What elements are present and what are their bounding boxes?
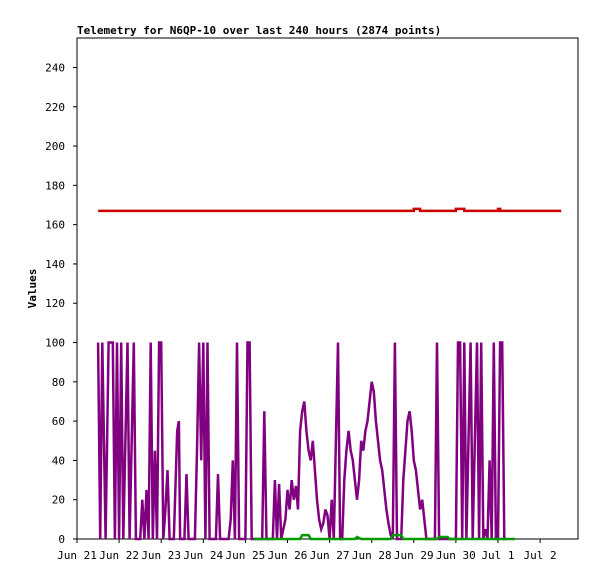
x-tick-label: Jul 2 [524, 549, 557, 562]
y-tick-label: 200 [45, 140, 65, 153]
x-tick-label: Jun 25 [226, 549, 266, 562]
x-tick-label: Jun 28 [352, 549, 392, 562]
y-tick-label: 160 [45, 219, 65, 232]
y-tick-label: 220 [45, 101, 65, 114]
x-tick-label: Jun 21 [57, 549, 97, 562]
x-tick-label: Jun 26 [268, 549, 308, 562]
y-axis-label: Values [26, 269, 39, 309]
chart-title: Telemetry for N6QP-10 over last 240 hour… [77, 24, 441, 37]
y-tick-label: 40 [52, 454, 65, 467]
y-tick-label: 60 [52, 415, 65, 428]
y-tick-label: 80 [52, 376, 65, 389]
y-tick-label: 180 [45, 179, 65, 192]
y-tick-label: 100 [45, 337, 65, 350]
x-tick-label: Jun 23 [141, 549, 181, 562]
series-line-0 [98, 207, 562, 213]
y-tick-label: 240 [45, 61, 65, 74]
series-line-2 [253, 533, 515, 541]
y-tick-label: 120 [45, 297, 65, 310]
x-tick-label: Jun 27 [310, 549, 350, 562]
x-tick-label: Jun 29 [394, 549, 434, 562]
x-tick-label: Jul 1 [481, 549, 514, 562]
y-tick-label: 20 [52, 494, 65, 507]
x-tick-label: Jun 24 [183, 549, 223, 562]
series-line-1 [96, 341, 507, 541]
y-tick-label: 140 [45, 258, 65, 271]
x-tick-label: Jun 30 [436, 549, 476, 562]
y-tick-label: 0 [58, 533, 65, 546]
x-tick-label: Jun 22 [99, 549, 139, 562]
